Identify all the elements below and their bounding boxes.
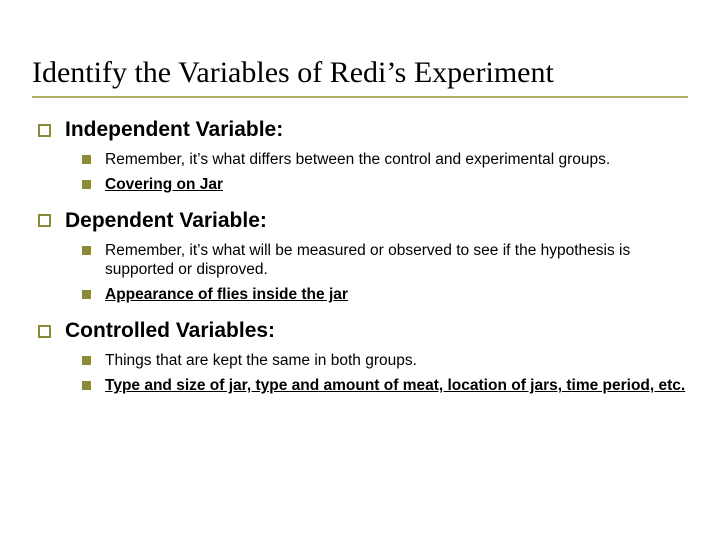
square-filled-icon [82, 290, 91, 299]
item-text: Appearance of flies inside the jar [105, 285, 688, 305]
square-filled-icon [82, 246, 91, 255]
square-filled-icon [82, 381, 91, 390]
section-heading: Independent Variable: [65, 118, 283, 142]
item-text: Type and size of jar, type and amount of… [105, 376, 688, 396]
item-list: Things that are kept the same in both gr… [32, 351, 688, 396]
section-dependent: Dependent Variable: Remember, it’s what … [32, 209, 688, 305]
square-filled-icon [82, 180, 91, 189]
item-text: Remember, it’s what differs between the … [105, 150, 688, 170]
item-list: Remember, it’s what differs between the … [32, 150, 688, 195]
section-header: Independent Variable: [32, 118, 688, 142]
square-outline-icon [38, 124, 51, 137]
section-heading: Controlled Variables: [65, 319, 275, 343]
section-independent: Independent Variable: Remember, it’s wha… [32, 118, 688, 195]
list-item: Things that are kept the same in both gr… [82, 351, 688, 371]
list-item: Remember, it’s what differs between the … [82, 150, 688, 170]
list-item: Remember, it’s what will be measured or … [82, 241, 688, 281]
section-header: Dependent Variable: [32, 209, 688, 233]
item-text: Covering on Jar [105, 175, 688, 195]
square-outline-icon [38, 325, 51, 338]
square-outline-icon [38, 214, 51, 227]
square-filled-icon [82, 356, 91, 365]
item-list: Remember, it’s what will be measured or … [32, 241, 688, 305]
section-heading: Dependent Variable: [65, 209, 267, 233]
item-text: Things that are kept the same in both gr… [105, 351, 688, 371]
list-item: Covering on Jar [82, 175, 688, 195]
section-controlled: Controlled Variables: Things that are ke… [32, 319, 688, 396]
section-header: Controlled Variables: [32, 319, 688, 343]
item-text: Remember, it’s what will be measured or … [105, 241, 688, 281]
square-filled-icon [82, 155, 91, 164]
slide-title: Identify the Variables of Redi’s Experim… [32, 56, 688, 98]
list-item: Type and size of jar, type and amount of… [82, 376, 688, 396]
list-item: Appearance of flies inside the jar [82, 285, 688, 305]
